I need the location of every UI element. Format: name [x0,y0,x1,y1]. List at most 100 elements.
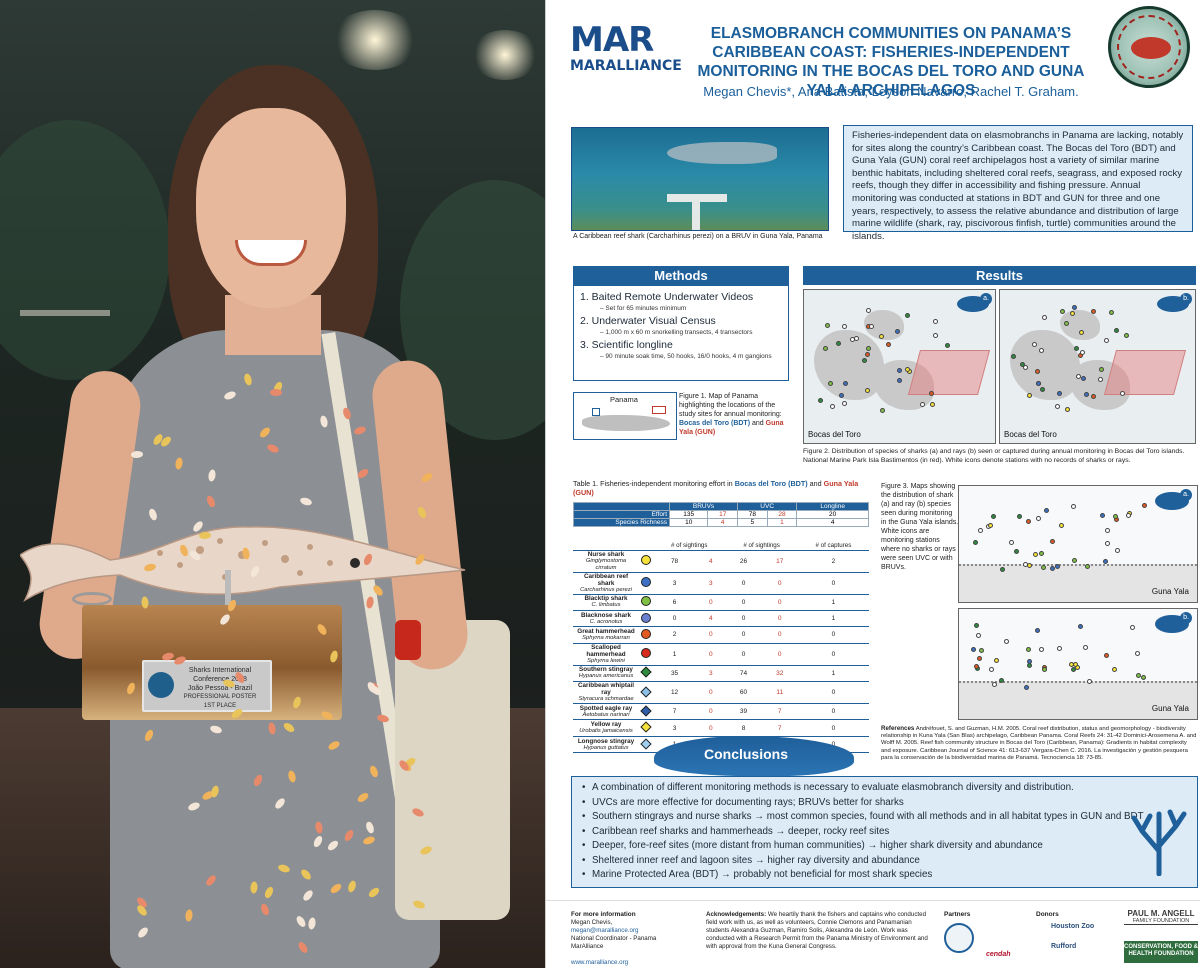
poster-title: ELASMOBRANCH COMMUNITIES ON PANAMA’S CAR… [697,25,1085,99]
value-gun-bruvs: 0 [696,594,726,611]
value-gun-uvc: 0 [761,572,798,595]
value-gun-uvc: 0 [761,610,798,628]
table-row: Nurse shark Ginglymostoma cirratum 78 4 26 17… [573,550,869,573]
figure-3-caption: Figure 3. Maps showing the distribution … [881,483,959,571]
station-marker [1002,637,1011,646]
species-symbol-cell [639,572,653,595]
ray-symbol-icon [640,737,652,750]
richness-longline: 4 [796,518,869,527]
station-marker [1026,519,1031,524]
value-bdt-uvc: 0 [725,626,762,644]
island [814,330,884,400]
conclusion-item: UVCs are more effective for documenting … [582,796,1189,811]
panel-a-label: a. [980,293,992,305]
species-cell: Spotted eagle ray Aetobatus narinari [573,703,639,721]
introduction-text: Fisheries-independent data on elasmobran… [843,125,1193,242]
station-marker [930,402,935,407]
station-marker [1100,513,1105,518]
value-longline: 2 [797,550,869,573]
poster-authors: Megan Chevis*, Ana Batista, Leyson Navar… [703,84,1079,99]
station-marker [978,528,983,533]
conclusion-item: Caribbean reef sharks and hammerheads → … [582,825,1189,840]
stingray-icon: b. [1155,612,1192,633]
value-bdt-bruvs: 0 [653,610,697,628]
bocas-shark-map: a. Bocas del Toro [803,289,996,444]
plaque-line-3: PROFESSIONAL POSTER [183,694,257,700]
species-common-name: Longnose stingray [577,737,635,745]
contact-email-link[interactable]: megan@maralliance.org [571,927,639,934]
table-row: Caribbean reef shark Carcharhinus perezi 3… [573,572,869,595]
method-item: 3. Scientific longline [580,339,673,351]
station-marker [1039,551,1044,556]
station-marker [1033,626,1042,635]
value-bdt-bruvs: 6 [653,594,697,611]
species-common-name: Southern stingray [579,666,633,674]
species-cell: Scalloped hammerhead Sphyrna lewini [573,643,639,666]
island [874,360,934,410]
guna-yala-shark-map: a. Guna Yala [958,485,1198,603]
coral-icon [1131,809,1187,876]
station-marker [933,333,938,338]
station-marker [842,401,847,406]
shark-silhouette-banner [654,736,854,776]
header-uvc-unit: # of sightings [725,541,798,551]
station-marker [1000,567,1005,572]
species-symbol-cell [639,626,653,644]
fig3-panel-b: b. [1180,612,1192,624]
species-cell: Longnose stingray Hypanus guttatus [573,736,639,754]
station-marker [897,378,902,383]
species-symbol-cell [639,643,653,666]
station-marker [929,391,934,396]
value-bdt-uvc: 60 [725,681,762,705]
angell-sub: FAMILY FOUNDATION [1132,918,1190,924]
hero-caption: A Caribbean reef shark (Carcharhinus per… [573,233,823,240]
research-poster: MAR MARALLIANCE ELASMOBRANCH COMMUNITIES… [545,0,1200,968]
station-marker [843,381,848,386]
seal-center [1131,37,1171,59]
value-gun-bruvs: 0 [696,643,726,666]
sightings-header-row: # of sightings # of sightings # of captu… [573,541,869,551]
tote-bag [395,620,510,920]
award-photo: Sharks International Conference 2018 Joã… [0,0,545,968]
richness-bdt-bruvs: 10 [668,518,709,527]
seal-ring [1117,15,1181,79]
header-longline-unit: # of captures [797,541,869,551]
station-marker [1081,643,1090,652]
conclusion-item: Marine Protected Area (BDT) → probably n… [582,868,1189,883]
station-marker [836,341,841,346]
station-marker [1128,623,1137,632]
results-heading: Results [803,266,1196,285]
richness-gun-uvc: 1 [766,518,798,527]
value-gun-bruvs: 3 [696,665,726,683]
value-bdt-bruvs: 7 [653,703,697,721]
conclusion-item: Southern stingrays and nurse sharks → mo… [582,810,1189,825]
station-marker [1014,549,1019,554]
website-link[interactable]: www.maralliance.org [571,959,629,966]
table-1-and: and [807,479,824,488]
method-item: 2. Underwater Visual Census [580,315,716,327]
station-marker [972,621,981,630]
station-marker [1033,552,1038,557]
species-common-name: Blacknose shark [580,611,632,619]
angell-name: PAUL M. ANGELL [1127,909,1195,918]
plaque-line-4: 1ST PLACE [203,703,237,709]
station-marker [1107,308,1116,317]
conclusions-list: A combination of different monitoring me… [582,781,1189,883]
figure-1-and: and [750,420,766,427]
species-symbol-cell [639,610,653,628]
station-marker [865,352,870,357]
value-gun-uvc: 17 [761,550,798,573]
figure-1-gun: Guna Yala (GUN) [679,420,784,436]
contact-heading: For more information [571,911,636,918]
ceiling-light [470,30,540,80]
fig3-panel-a: a. [1180,489,1192,501]
station-marker [1037,645,1046,654]
value-bdt-bruvs: 2 [653,626,697,644]
species-common-name: Blacktip shark [584,595,628,603]
station-marker [823,346,828,351]
station-marker [1050,566,1055,571]
header-blank [639,541,653,551]
guitarfish-trophy-sculpture [20,526,466,602]
method-detail: – Set for 65 minutes minimum [600,305,687,312]
station-marker [1139,673,1148,682]
